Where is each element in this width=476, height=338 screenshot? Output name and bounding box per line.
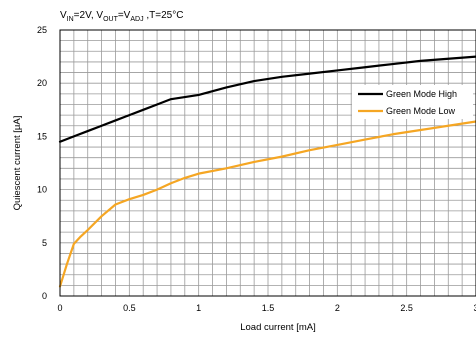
x-tick-label: 0	[57, 303, 62, 313]
x-tick-label: 0.5	[123, 303, 136, 313]
legend: Green Mode High Green Mode Low	[352, 85, 473, 119]
y-tick-label: 25	[37, 25, 47, 35]
x-tick-label: 2	[335, 303, 340, 313]
x-tick-label: 1	[196, 303, 201, 313]
test-conditions: VIN=2V, VOUT=VADJ ,T=25°C	[60, 10, 183, 23]
y-tick-label: 0	[42, 291, 47, 301]
legend-label-high: Green Mode High	[386, 89, 457, 99]
y-tick-label: 10	[37, 185, 47, 195]
x-tick-label: 2.5	[400, 303, 413, 313]
series-lines	[58, 55, 476, 288]
legend-label-low: Green Mode Low	[386, 106, 456, 116]
x-tick-label: 1.5	[262, 303, 275, 313]
plot-frame	[59, 29, 476, 297]
legend-box	[352, 85, 473, 119]
y-axis-label: Quiescent current [μA]	[12, 116, 23, 211]
series-line-green-mode-low	[58, 120, 476, 288]
x-tick-label: 3	[473, 303, 476, 313]
series-line-green-mode-high	[58, 55, 476, 143]
tick-labels: 0 0.5 1 1.5 2 2.5 3 0 5 10 15 20 25	[37, 25, 476, 313]
y-tick-label: 5	[42, 238, 47, 248]
grid	[60, 30, 476, 296]
y-tick-label: 20	[37, 78, 47, 88]
y-tick-label: 15	[37, 131, 47, 141]
x-axis-label: Load current [mA]	[240, 322, 316, 333]
